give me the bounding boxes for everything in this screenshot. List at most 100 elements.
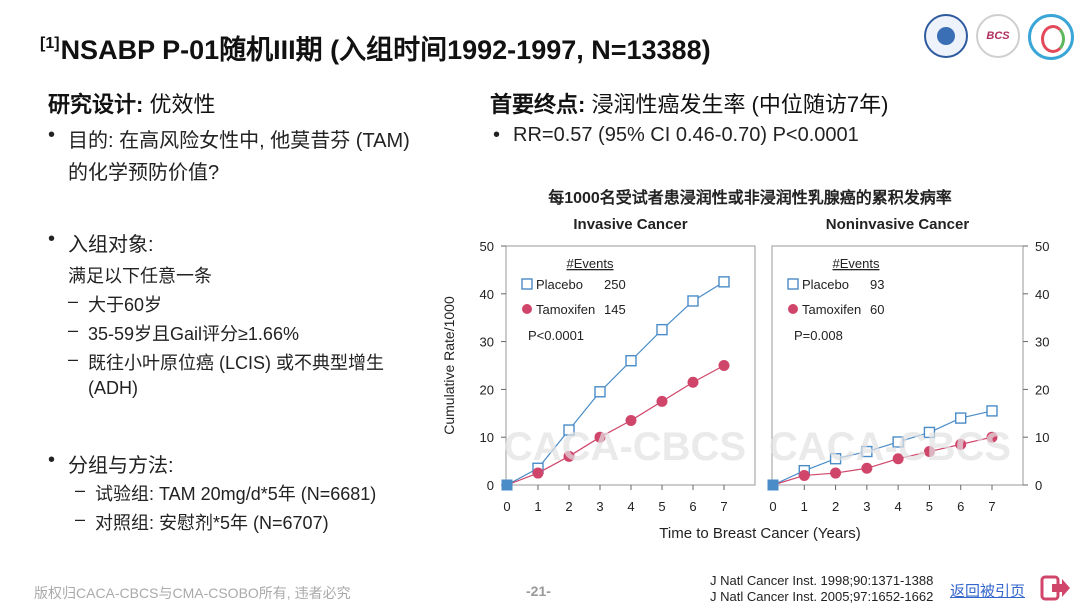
x-tick-label: 5 [926, 499, 933, 514]
enroll-label: 入组对象: [48, 228, 153, 257]
data-point [594, 386, 606, 398]
watermark-right: CACA-CBCS [769, 425, 1011, 469]
data-point [718, 360, 730, 371]
origin-point [501, 479, 513, 491]
legend-entry: Placebo [536, 277, 583, 292]
data-point [861, 445, 873, 458]
copyright-notice: 版权归CACA-CBCS与CMA-CSOBO所有, 违者必究 [34, 585, 351, 601]
y-tick-label: 10 [480, 430, 494, 445]
x-tick-label: 2 [565, 499, 572, 514]
data-point [986, 431, 998, 443]
x-tick-label: 4 [627, 499, 634, 514]
design-value: 优效性 [143, 92, 216, 117]
title-ref: [1] [40, 35, 60, 52]
origin-point [767, 479, 779, 491]
chart-title: 每1000名受试者患浸润性或非浸润性乳腺癌的累积发病率 [548, 188, 952, 207]
x-tick-label: 6 [957, 499, 964, 514]
bcs-logo: BCS [976, 14, 1020, 58]
data-point [625, 355, 637, 367]
csobo-logo [1028, 14, 1074, 60]
x-tick-label: 5 [658, 499, 665, 514]
legend-entry: Tamoxifen [802, 302, 861, 317]
purpose-line-1: 目的: 在高风险女性中, 他莫昔芬 (TAM) [48, 124, 410, 153]
page-title: [1]NSABP P-01随机III期 (入组时间1992-1997, N=13… [40, 28, 711, 67]
society-logo [924, 14, 968, 58]
y-tick-label: 0 [487, 478, 494, 493]
legend-events: 145 [604, 302, 626, 317]
panel-subtitle: Invasive Cancer [573, 216, 687, 233]
title-text: NSABP P-01随机III期 (入组时间1992-1997, N=13388… [60, 35, 711, 65]
legend-marker [788, 304, 798, 314]
y-tick-label: 40 [480, 287, 494, 302]
data-point [563, 424, 575, 436]
references: J Natl Cancer Inst. 1998;90:1371-1388 J … [710, 573, 933, 605]
y-tick-label: 0 [1035, 478, 1042, 493]
group-item-1: 试验组: TAM 20mg/d*5年 (N=6681) [75, 480, 376, 506]
group-item-2: 对照组: 安慰剂*5年 (N=6707) [75, 509, 329, 535]
data-point [830, 467, 842, 479]
data-point [594, 431, 606, 443]
legend-marker [521, 278, 533, 290]
x-tick-label: 4 [895, 499, 902, 514]
data-point [986, 405, 998, 417]
legend-entry: Tamoxifen [536, 302, 595, 317]
data-point [625, 414, 637, 426]
x-tick-label: 3 [596, 499, 603, 514]
data-point [861, 462, 873, 474]
data-point [955, 412, 967, 424]
reference-1: J Natl Cancer Inst. 1998;90:1371-1388 [710, 573, 934, 588]
x-axis-label: Time to Breast Cancer (Years) [659, 525, 860, 542]
y-tick-label: 50 [480, 239, 494, 254]
data-point [923, 426, 936, 439]
panel-subtitle: Noninvasive Cancer [826, 216, 970, 233]
reference-2: J Natl Cancer Inst. 2005;97:1652-1662 [710, 589, 934, 604]
y-tick-label: 40 [1035, 287, 1049, 302]
x-tick-label: 1 [801, 499, 808, 514]
p-value: P=0.008 [794, 328, 843, 343]
legend-marker [522, 304, 532, 314]
x-tick-label: 7 [720, 499, 727, 514]
x-tick-label: 6 [689, 499, 696, 514]
legend-events: 93 [870, 277, 884, 292]
data-point [892, 436, 904, 448]
data-point [656, 395, 668, 407]
back-link[interactable]: 返回被引页 [950, 583, 1026, 600]
x-tick-label: 3 [863, 499, 870, 514]
design-label: 研究设计: [48, 92, 144, 117]
data-point [829, 453, 842, 465]
legend-events: 250 [604, 277, 626, 292]
y-tick-label: 20 [1035, 382, 1049, 397]
data-point [532, 467, 544, 479]
y-tick-label: 30 [1035, 335, 1049, 350]
page-number: -21- [526, 583, 551, 599]
watermark-left: CACA-CBCS [504, 425, 746, 469]
enroll-item-2: 35-59岁且Gail评分≥1.66% [68, 320, 299, 346]
x-tick-label: 1 [534, 499, 541, 514]
panel-frame [771, 245, 1024, 486]
legend-marker [787, 278, 799, 290]
data-point [955, 438, 967, 450]
logo-group: BCS [924, 14, 1074, 60]
data-point [718, 276, 730, 288]
enroll-intro: 满足以下任意一条 [68, 266, 212, 286]
y-tick-label: 10 [1035, 430, 1049, 445]
series-line [506, 364, 725, 486]
x-tick-label: 0 [769, 499, 776, 514]
x-tick-label: 0 [503, 499, 510, 514]
y-tick-label: 20 [480, 382, 494, 397]
data-point [923, 446, 935, 458]
groups-label: 分组与方法: [48, 449, 173, 478]
y-axis-label: Cumulative Rate/1000 [441, 296, 457, 435]
purpose-line-2: 的化学预防价值? [68, 162, 220, 184]
legend-entry: Placebo [802, 277, 849, 292]
p-value: P<0.0001 [528, 328, 584, 343]
x-tick-label: 7 [988, 499, 995, 514]
events-header: #Events [567, 256, 614, 271]
rr-result: RR=0.57 (95% CI 0.46-0.70) P<0.0001 [493, 124, 859, 147]
enroll-item-3-cont: (ADH) [88, 378, 138, 398]
data-point [798, 469, 810, 481]
arrow-exit-icon[interactable] [1040, 574, 1072, 602]
y-tick-label: 30 [480, 335, 494, 350]
data-point [563, 450, 575, 462]
data-point [656, 323, 668, 336]
